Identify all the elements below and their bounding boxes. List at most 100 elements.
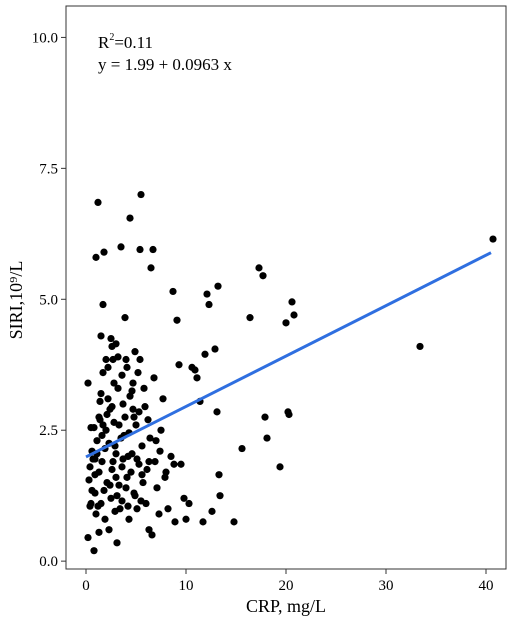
data-point <box>215 471 223 479</box>
data-point <box>128 450 136 458</box>
data-point <box>135 408 143 416</box>
data-point <box>288 298 296 306</box>
data-point <box>173 316 181 324</box>
data-point <box>255 264 263 272</box>
data-point <box>112 450 120 458</box>
data-point <box>136 245 144 254</box>
data-point <box>112 473 120 481</box>
data-point <box>133 505 141 513</box>
data-point <box>110 418 118 426</box>
data-point <box>205 300 213 309</box>
data-point <box>86 463 94 471</box>
data-point <box>122 484 130 492</box>
data-points <box>84 190 497 555</box>
data-point <box>157 426 165 434</box>
data-point <box>126 392 134 400</box>
data-point <box>123 473 131 481</box>
x-tick-label: 0 <box>82 578 90 594</box>
data-point <box>126 214 134 222</box>
data-point <box>140 384 148 392</box>
y-axis-ticks: 0.0 2.5 5.0 7.5 10.0 <box>32 30 66 570</box>
regression-equation: y = 1.99 + 0.0963 x <box>98 55 232 74</box>
data-point <box>177 460 185 468</box>
data-point <box>92 510 100 518</box>
data-point <box>117 243 125 251</box>
y-tick-label: 5.0 <box>39 292 58 308</box>
data-point <box>100 486 108 495</box>
plot-panel <box>65 5 507 570</box>
y-tick-label: 0.0 <box>39 554 58 570</box>
data-point <box>103 410 111 419</box>
data-point <box>149 245 157 254</box>
data-point <box>105 526 113 534</box>
x-tick-label: 20 <box>279 578 294 594</box>
data-point <box>91 455 99 463</box>
data-point <box>214 282 222 290</box>
data-point <box>98 458 106 466</box>
data-point <box>108 403 116 411</box>
y-tick-label: 7.5 <box>39 161 58 177</box>
data-point <box>93 437 101 445</box>
data-point <box>122 355 130 364</box>
data-point <box>148 531 156 539</box>
data-point <box>416 342 424 351</box>
data-point <box>107 494 115 502</box>
data-point <box>159 395 167 403</box>
data-point <box>185 499 193 508</box>
data-point <box>145 526 153 534</box>
data-point <box>162 468 170 476</box>
data-point <box>282 319 290 327</box>
data-point <box>104 363 112 371</box>
data-point <box>137 190 145 199</box>
data-point <box>94 502 102 510</box>
data-point <box>102 426 110 434</box>
data-point <box>90 547 98 555</box>
data-point <box>111 507 119 515</box>
data-point <box>141 403 149 411</box>
data-point <box>211 345 219 353</box>
regression-line <box>85 251 492 459</box>
data-point <box>119 400 127 408</box>
data-point <box>175 361 183 369</box>
r2-exponent: 2 <box>109 32 114 43</box>
data-point <box>125 515 133 523</box>
data-point <box>191 366 199 374</box>
data-point <box>153 484 161 492</box>
data-point <box>180 494 188 502</box>
data-point <box>91 471 99 479</box>
data-point <box>138 442 146 450</box>
data-point <box>98 431 106 440</box>
data-point <box>109 458 117 466</box>
data-point <box>133 455 141 463</box>
r2-label: R <box>98 33 110 52</box>
data-point <box>99 369 107 377</box>
data-point <box>137 497 145 505</box>
data-point <box>143 465 151 474</box>
x-axis-ticks: 0 10 20 30 40 <box>82 569 494 594</box>
data-point <box>167 452 175 460</box>
data-point <box>182 515 190 523</box>
data-point <box>208 507 216 515</box>
data-point <box>285 410 293 419</box>
data-point <box>88 486 96 495</box>
x-tick-label: 10 <box>179 578 194 594</box>
data-point <box>114 384 122 392</box>
data-point <box>156 447 164 455</box>
data-point <box>201 350 209 358</box>
data-point <box>113 539 121 547</box>
data-point <box>121 314 129 322</box>
data-point <box>213 408 221 416</box>
data-point <box>164 505 172 513</box>
data-point <box>146 434 154 442</box>
data-point <box>107 334 115 343</box>
x-axis-title: CRP, mg/L <box>246 596 326 616</box>
data-point <box>112 340 120 348</box>
data-point <box>246 314 254 322</box>
data-point <box>230 518 238 526</box>
data-point <box>129 379 137 387</box>
data-point <box>127 468 135 476</box>
data-point <box>290 311 298 319</box>
data-point <box>109 355 117 364</box>
data-point <box>106 481 114 489</box>
y-axis-title: SIRI,10⁹/L <box>6 261 26 340</box>
